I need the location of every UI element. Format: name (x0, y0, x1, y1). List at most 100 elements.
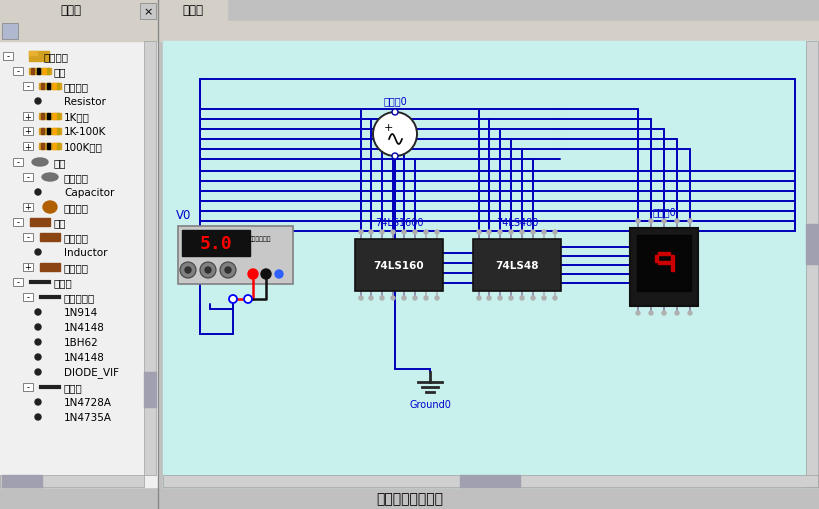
Text: +: + (382, 123, 392, 133)
Text: -: - (26, 82, 29, 91)
Bar (47, 84, 50, 90)
Text: 主器材库: 主器材库 (44, 52, 69, 62)
Text: 可变电感: 可变电感 (64, 233, 89, 242)
Circle shape (401, 296, 405, 300)
Text: 1N4148: 1N4148 (64, 352, 105, 362)
Text: +: + (25, 142, 31, 151)
Circle shape (497, 296, 501, 300)
Bar (57, 84, 59, 90)
Bar (23, 113, 33, 121)
Bar (473, 240, 560, 292)
Text: 可变电容: 可变电容 (64, 173, 89, 183)
Bar (29, 52, 49, 62)
Bar (159, 0, 227, 22)
Circle shape (35, 340, 41, 345)
Bar (53, 129, 56, 135)
Circle shape (636, 219, 639, 223)
Circle shape (391, 296, 395, 300)
Text: 固定电感: 固定电感 (64, 263, 89, 272)
Bar (23, 264, 33, 271)
Bar (805, 224, 817, 265)
Bar (13, 278, 23, 287)
Bar (53, 114, 56, 120)
Bar (41, 144, 44, 150)
Bar (23, 143, 33, 151)
Text: -: - (16, 278, 20, 287)
Text: 实验台: 实验台 (183, 5, 203, 17)
Circle shape (219, 263, 236, 278)
Bar (178, 227, 292, 285)
Bar (140, 4, 156, 20)
Text: 74LS1600: 74LS1600 (374, 217, 423, 228)
Bar (23, 174, 33, 182)
Circle shape (185, 267, 191, 273)
Circle shape (541, 231, 545, 235)
Bar (23, 383, 33, 391)
Bar (29, 52, 37, 56)
Circle shape (423, 296, 428, 300)
Text: 74LS480: 74LS480 (495, 217, 537, 228)
Circle shape (35, 399, 41, 405)
Circle shape (413, 296, 417, 300)
Bar (23, 128, 33, 136)
Text: -: - (26, 293, 29, 302)
Text: 器材栏: 器材栏 (61, 5, 82, 17)
Circle shape (519, 231, 523, 235)
Text: -: - (16, 218, 20, 227)
Circle shape (636, 312, 639, 316)
Bar (13, 68, 23, 76)
Bar (13, 218, 23, 227)
Bar (654, 256, 657, 263)
Circle shape (401, 231, 405, 235)
Circle shape (552, 231, 556, 235)
Circle shape (509, 296, 513, 300)
Circle shape (205, 267, 210, 273)
Circle shape (648, 312, 652, 316)
Circle shape (391, 110, 397, 116)
Circle shape (687, 312, 691, 316)
Bar (23, 293, 33, 301)
Text: -: - (7, 52, 10, 62)
Bar (23, 204, 33, 212)
Circle shape (379, 231, 383, 235)
Bar (53, 84, 56, 90)
Circle shape (373, 113, 417, 157)
Circle shape (497, 231, 501, 235)
Bar (57, 129, 59, 135)
Text: 电容: 电容 (54, 158, 66, 167)
Ellipse shape (32, 159, 48, 166)
Circle shape (35, 324, 41, 330)
Bar (670, 256, 673, 263)
Circle shape (674, 312, 678, 316)
Circle shape (180, 263, 196, 278)
Bar (144, 372, 156, 407)
Text: 稳压管: 稳压管 (64, 382, 83, 392)
Text: 1BH62: 1BH62 (64, 337, 98, 347)
Text: 1K以下: 1K以下 (64, 112, 90, 122)
Text: 脉冲源0: 脉冲源0 (382, 96, 406, 106)
Bar (47, 69, 49, 75)
Text: Capacitor: Capacitor (64, 188, 114, 197)
Bar (2, 24, 18, 40)
Bar (2, 475, 42, 487)
Bar (37, 69, 40, 75)
Text: 1N4148: 1N4148 (64, 322, 105, 332)
Bar (40, 234, 60, 242)
Bar (657, 252, 669, 256)
Circle shape (661, 219, 665, 223)
Circle shape (531, 296, 534, 300)
Text: 固定电容: 固定电容 (64, 203, 89, 213)
Circle shape (434, 231, 438, 235)
Circle shape (244, 295, 251, 303)
Bar (39, 84, 61, 90)
Circle shape (35, 309, 41, 316)
Circle shape (531, 231, 534, 235)
Text: 1N4728A: 1N4728A (64, 397, 112, 407)
Ellipse shape (43, 202, 57, 214)
Circle shape (434, 296, 438, 300)
Bar (13, 159, 23, 166)
Text: 计数器应用实验。: 计数器应用实验。 (376, 491, 443, 505)
Circle shape (35, 190, 41, 195)
Circle shape (661, 312, 665, 316)
Circle shape (260, 269, 270, 279)
